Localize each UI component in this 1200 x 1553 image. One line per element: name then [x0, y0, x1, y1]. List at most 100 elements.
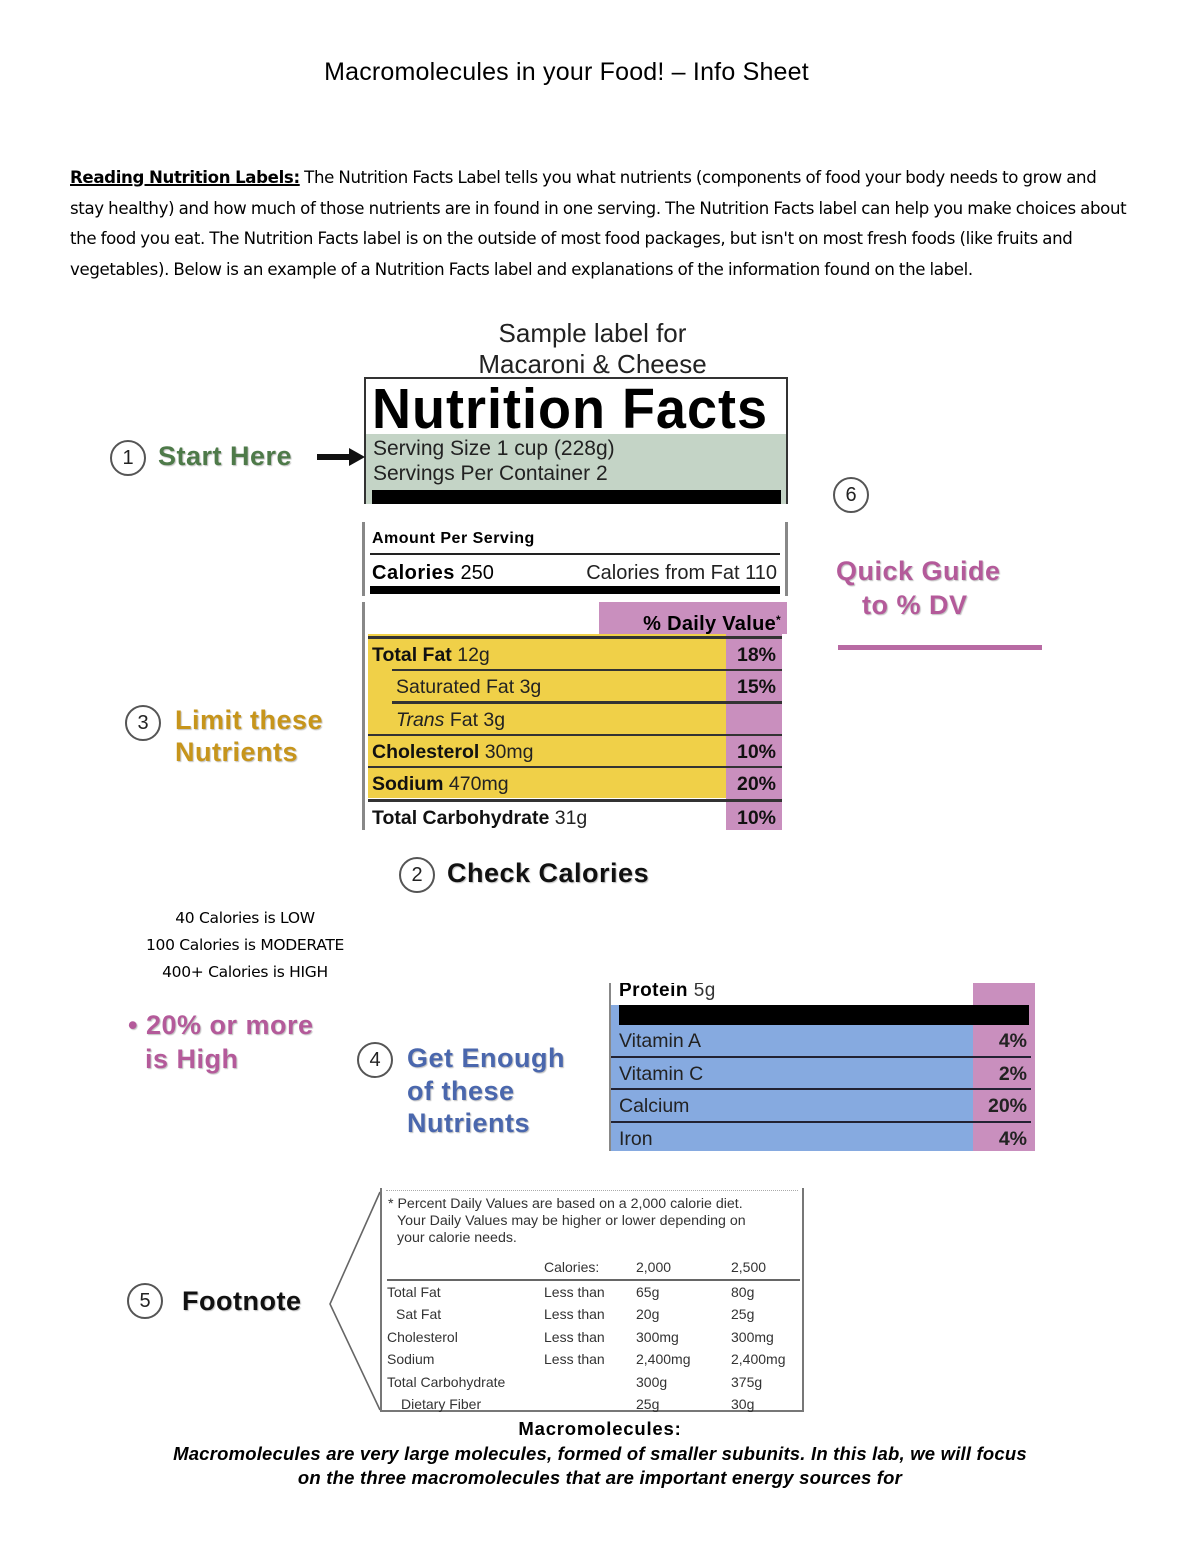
dv-high-line-2: is High — [145, 1044, 239, 1074]
table-cell — [544, 1393, 636, 1416]
daily-value-asterisk: * — [776, 613, 781, 627]
percent-column-highlight — [726, 634, 782, 830]
daily-value-panel: % Daily Value* Total Fat 12g 18% Saturat… — [362, 602, 788, 830]
dv-high-guide: • 20% or more is High — [128, 1008, 314, 1076]
nutrient-name: Saturated Fat 3g — [396, 675, 542, 698]
nutrient-name: Sodium — [372, 773, 444, 795]
footnote-line-3: your calorie needs. — [397, 1230, 517, 1246]
footnote-line-2: Your Daily Values may be higher or lower… — [397, 1213, 746, 1229]
callout-get-enough: Get Enough of these Nutrients — [407, 1042, 565, 1140]
divider-line — [370, 553, 780, 555]
footnote-note: * Percent Daily Values are based on a 2,… — [388, 1196, 800, 1247]
table-cell — [544, 1371, 636, 1394]
nutrient-name: Total Fat — [372, 644, 452, 666]
intro-text: The Nutrition Facts Label tells you what… — [70, 168, 1127, 280]
bracket-icon — [329, 1191, 381, 1411]
nutrient-row-sodium: Sodium 470mg 20% — [368, 766, 782, 799]
table-cell: 65g — [636, 1283, 660, 1300]
table-cell: 300g — [636, 1373, 668, 1390]
vitamin-pct: 20% — [987, 1095, 1027, 1117]
callout-3-circle: 3 — [125, 705, 161, 741]
vitamin-pct: 2% — [998, 1062, 1027, 1085]
table-cell: 375g — [731, 1373, 763, 1390]
quick-guide-line-2: to % DV — [862, 590, 968, 620]
table-cell: Total Fat — [387, 1283, 441, 1300]
table-cell: Less than — [544, 1283, 605, 1300]
get-enough-line-2: of these — [407, 1075, 515, 1106]
protein-row: Protein 5g — [619, 983, 716, 1001]
quick-guide-underline — [838, 645, 1042, 650]
table-header-cell: 2,500 — [731, 1256, 800, 1281]
nutrient-amount: 12g — [451, 644, 490, 666]
nutrient-pct: 10% — [736, 740, 776, 763]
table-row: Total Carbohydrate 300g 375g — [387, 1371, 800, 1394]
vitamin-rows: Vitamin A 4% Vitamin C 2% Calcium 20% Iron 4… — [611, 1025, 1031, 1155]
vitamin-row-iron: Iron 4% — [611, 1123, 1031, 1156]
table-cell: Less than — [544, 1306, 605, 1323]
vitamin-name: Vitamin A — [619, 1030, 702, 1052]
vitamin-name: Calcium — [619, 1095, 690, 1117]
calories-panel: Amount Per Serving Calories 250 Calories… — [362, 522, 788, 596]
percent-column-highlight-top — [973, 983, 1035, 1005]
calorie-guide-low: 40 Calories is LOW — [175, 909, 315, 927]
vitamin-name: Vitamin C — [619, 1062, 704, 1085]
black-divider-bar — [372, 490, 781, 504]
table-header-cell — [387, 1256, 544, 1281]
sample-label-caption: Sample label for Macaroni & Cheese — [430, 318, 755, 380]
table-cell: Sat Fat — [396, 1306, 442, 1323]
table-row: Sat Fat Less than 20g 25g — [387, 1303, 800, 1326]
vitamins-panel: Protein 5g Vitamin A 4% Vitamin C 2% Calci… — [609, 983, 1035, 1151]
servings-per-container: Servings Per Container 2 — [373, 462, 608, 485]
vitamin-name: Iron — [619, 1127, 653, 1150]
intro-paragraph: Reading Nutrition Labels: The Nutrition … — [70, 163, 1130, 286]
callout-2-circle: 2 — [399, 857, 435, 893]
nutrient-row-saturated-fat: Saturated Fat 3g 15% — [392, 668, 782, 702]
limit-line-1: Limit these — [175, 705, 324, 735]
table-header-cell: 2,000 — [636, 1256, 731, 1281]
vitamin-row-calcium: Calcium 20% — [611, 1090, 1031, 1123]
intro-lead-heading: Reading Nutrition Labels: — [70, 168, 300, 187]
table-cell: 30g — [731, 1396, 755, 1413]
table-cell: Sodium — [387, 1351, 435, 1368]
limit-nutrients-highlight — [368, 634, 726, 798]
calories-label: Calories — [372, 562, 455, 584]
table-cell: Less than — [544, 1351, 605, 1368]
nutrient-row-total-carbohydrate: Total Carbohydrate 31g 10% — [368, 798, 782, 832]
vitamin-pct: 4% — [998, 1030, 1027, 1052]
percent-column-highlight — [973, 1005, 1035, 1151]
callout-limit-nutrients: Limit these Nutrients — [175, 704, 323, 768]
table-cell: 20g — [636, 1306, 660, 1323]
table-row: Dietary Fiber 25g 30g — [387, 1393, 800, 1416]
vitamin-pct: 4% — [998, 1127, 1027, 1150]
vitamin-row-a: Vitamin A 4% — [611, 1025, 1031, 1058]
nutrient-name: Cholesterol — [372, 740, 480, 763]
calories-value: 250 — [454, 562, 494, 584]
callout-start-here: Start Here — [158, 441, 293, 471]
protein-value: 5g — [687, 983, 716, 1001]
nutrient-name-italic: Trans — [396, 709, 445, 731]
footnote-box: * Percent Daily Values are based on a 2,… — [380, 1188, 804, 1412]
nutrient-row-total-fat: Total Fat 12g 18% — [368, 636, 782, 669]
get-enough-line-1: Get Enough — [407, 1043, 565, 1073]
table-cell: Cholesterol — [387, 1328, 458, 1345]
nutrient-pct: 15% — [736, 675, 776, 698]
calorie-guide-high: 400+ Calories is HIGH — [162, 963, 328, 981]
daily-values-table: Calories: 2,000 2,500 Total Fat Less tha… — [387, 1256, 800, 1416]
document-title: Macromolecules in your Food! – Info Shee… — [324, 58, 809, 86]
macromolecules-body: Macromolecules are very large molecules,… — [173, 1443, 1027, 1488]
right-arrow-icon — [317, 448, 365, 466]
callout-footnote: Footnote — [182, 1286, 302, 1316]
get-enough-highlight — [611, 1005, 973, 1151]
nutrient-name: Fat 3g — [444, 709, 506, 731]
nutrition-facts-header-panel: Nutrition Facts Serving Size 1 cup (228g… — [364, 377, 788, 504]
get-enough-line-3: Nutrients — [407, 1108, 531, 1138]
black-divider-bar — [619, 1005, 1029, 1025]
table-cell: Less than — [544, 1328, 605, 1345]
nutrient-row-cholesterol: Cholesterol 30mg 10% — [368, 733, 782, 767]
footnote-line-1: * Percent Daily Values are based on a 2,… — [388, 1196, 743, 1212]
callout-6-circle: 6 — [833, 477, 869, 513]
calorie-guide: 40 Calories is LOW 100 Calories is MODER… — [110, 905, 380, 986]
quick-guide-line-1: Quick Guide — [836, 556, 1001, 586]
dv-high-line-1: • 20% or more — [128, 1010, 314, 1040]
caption-line-2: Macaroni & Cheese — [478, 349, 707, 379]
